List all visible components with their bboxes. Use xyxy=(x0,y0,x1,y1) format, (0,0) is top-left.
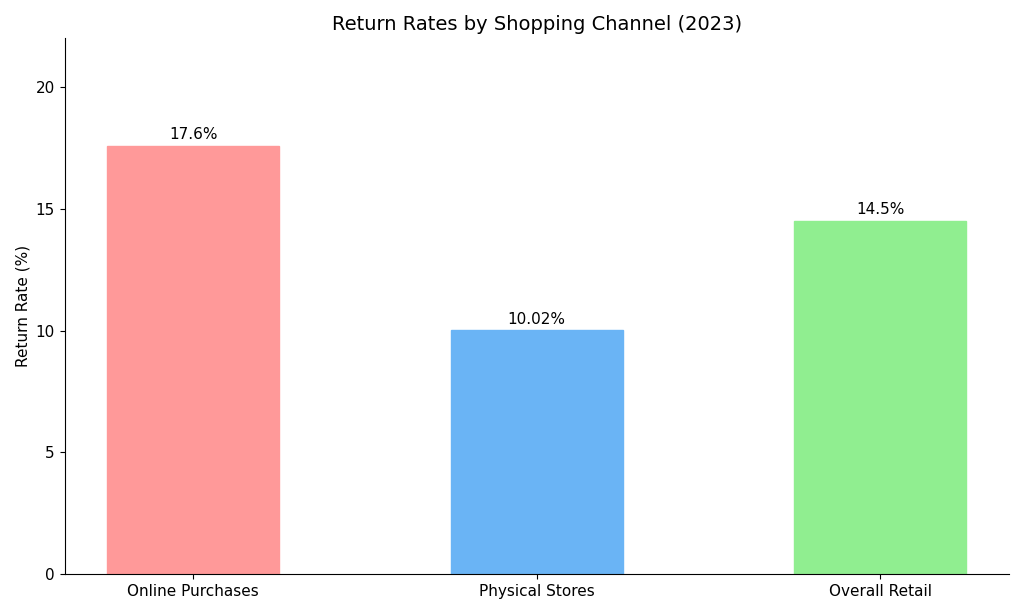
Title: Return Rates by Shopping Channel (2023): Return Rates by Shopping Channel (2023) xyxy=(332,15,741,34)
Text: 14.5%: 14.5% xyxy=(856,203,904,217)
Text: 10.02%: 10.02% xyxy=(508,311,566,327)
Y-axis label: Return Rate (%): Return Rate (%) xyxy=(15,245,30,367)
Bar xyxy=(795,221,966,574)
Text: 17.6%: 17.6% xyxy=(169,127,217,142)
Bar xyxy=(451,330,623,574)
Bar xyxy=(108,146,280,574)
